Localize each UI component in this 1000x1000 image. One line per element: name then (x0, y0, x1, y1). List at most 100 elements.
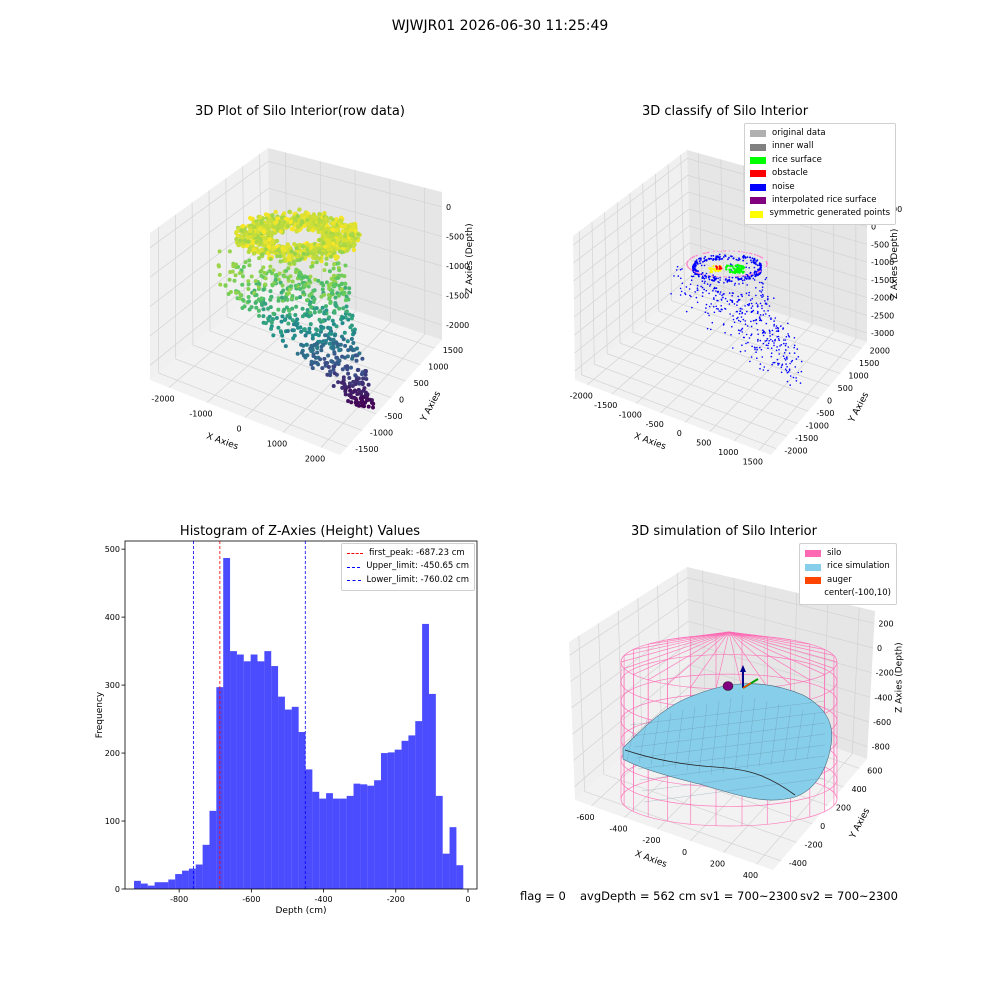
plot1-point (347, 381, 352, 386)
plot2-noise-point (768, 305, 771, 307)
plot1-point (333, 254, 338, 259)
plot2-noise-point (740, 328, 743, 331)
plot1-point (262, 235, 267, 241)
plot2-noise-point (757, 305, 759, 308)
plot1-point (340, 281, 344, 286)
plot1-point (346, 348, 351, 353)
plot1-point (318, 357, 323, 362)
plot4-mesh-line (637, 744, 826, 770)
plot1-point (247, 258, 252, 263)
plot2-noise-point (784, 344, 787, 347)
plot1-point (253, 300, 258, 305)
plot2-point-cloud (670, 250, 803, 386)
plot1-point (340, 354, 345, 359)
plot1-point (311, 216, 316, 222)
plot1-point (283, 344, 288, 349)
plot4-z-tick-label: -600 (873, 718, 891, 727)
plot1-point (322, 356, 327, 361)
plot2-noise-point (701, 286, 704, 289)
plot2-noise-point (786, 371, 789, 374)
plot1-point (298, 295, 303, 300)
plot2-noise-point (746, 284, 748, 286)
plot3-bar (367, 785, 375, 889)
plot1-point (360, 356, 365, 361)
plot1-x-tick-label: -1000 (189, 410, 212, 419)
plot1-point (314, 306, 319, 311)
plot2-x-tick-label: 1000 (718, 448, 738, 457)
plot1-point (247, 215, 253, 221)
plot4-mesh-line (641, 766, 826, 792)
plot2-wall-point (728, 250, 730, 252)
plot2-noise-point (673, 275, 675, 277)
plot2-legend-label: rice surface (772, 154, 822, 165)
plot1-point (328, 337, 333, 342)
plot1-point (263, 276, 268, 281)
plot2-rice-surface-point (728, 268, 731, 271)
plot2-wall-point (692, 256, 694, 258)
plot1-point (320, 305, 325, 310)
plot1-point (261, 229, 266, 235)
plot2-noise-point (724, 297, 727, 300)
plot2-noise-point (744, 277, 747, 279)
plot4-silo-roof-line (728, 631, 791, 685)
plot4-y-tick-label: 200 (836, 803, 851, 812)
plot1-point (316, 278, 321, 283)
plot2-noise-point (731, 276, 734, 279)
plot2-noise-point (754, 259, 756, 261)
plot2-noise-point (742, 259, 745, 262)
plot2-noise-point (750, 275, 753, 278)
plot1-point (265, 231, 271, 237)
plot2-rice-surface-point (731, 265, 734, 268)
plot1-point (254, 305, 259, 310)
plot1-point (338, 249, 342, 254)
plot1-point (345, 367, 350, 372)
plot2-wall-point (711, 275, 713, 277)
plot1-y-tick-label: -500 (384, 412, 402, 421)
plot1-x-axis-label: X Axies (205, 431, 240, 452)
plot2-noise-point (786, 366, 788, 368)
plot1-point (303, 333, 308, 338)
plot1-point (275, 248, 281, 253)
plot1-point (322, 310, 327, 315)
plot1-point (234, 230, 239, 235)
plot1-point (241, 223, 246, 229)
plot3-bar (250, 654, 258, 889)
plot1-title: 3D Plot of Silo Interior(row data) (195, 104, 405, 119)
plot1-point (305, 298, 310, 303)
plot4-legend: silo rice simulation auger center(-100,10) (799, 543, 897, 605)
plot4-silo-roof-line (623, 631, 730, 669)
plot1-point (326, 353, 331, 358)
plot2-noise-point (759, 290, 761, 292)
plot1-point (267, 314, 272, 319)
plot1-point (332, 310, 337, 315)
plot2-wall-point (723, 276, 725, 278)
plot2-noise-point (685, 310, 688, 313)
plot2-noise-point (696, 284, 699, 287)
plot2-wall-point (733, 250, 735, 252)
plot1-point (309, 349, 314, 353)
plot2-noise-point (792, 376, 795, 379)
plot1-point (307, 330, 312, 335)
plot3-x-tick-label: -800 (170, 895, 188, 904)
plot2-noise-point (748, 278, 750, 280)
plot2-noise-point (689, 283, 692, 286)
plot2-noise-point (762, 369, 765, 371)
plot1-point (278, 280, 283, 285)
plot1-point (349, 316, 354, 321)
plot2-wall-point (696, 254, 698, 257)
plot2-noise-point (737, 259, 739, 262)
plot1-point (303, 355, 308, 360)
plot1-point (327, 296, 332, 301)
plot1-point (236, 242, 241, 248)
plot2-noise-point (735, 258, 738, 261)
plot1-point (333, 295, 338, 300)
plot2-noise-point (782, 355, 785, 357)
plot2-legend-label: symmetric generated points (769, 208, 890, 219)
plot1-point (310, 221, 315, 226)
plot2-noise-point (684, 293, 687, 296)
plot4-mesh-line (734, 694, 744, 772)
plot2-noise-point (749, 360, 751, 363)
plot1-point (330, 221, 336, 226)
plot1-y-tick-label: 0 (399, 396, 404, 405)
plot2-noise-point (701, 295, 704, 297)
